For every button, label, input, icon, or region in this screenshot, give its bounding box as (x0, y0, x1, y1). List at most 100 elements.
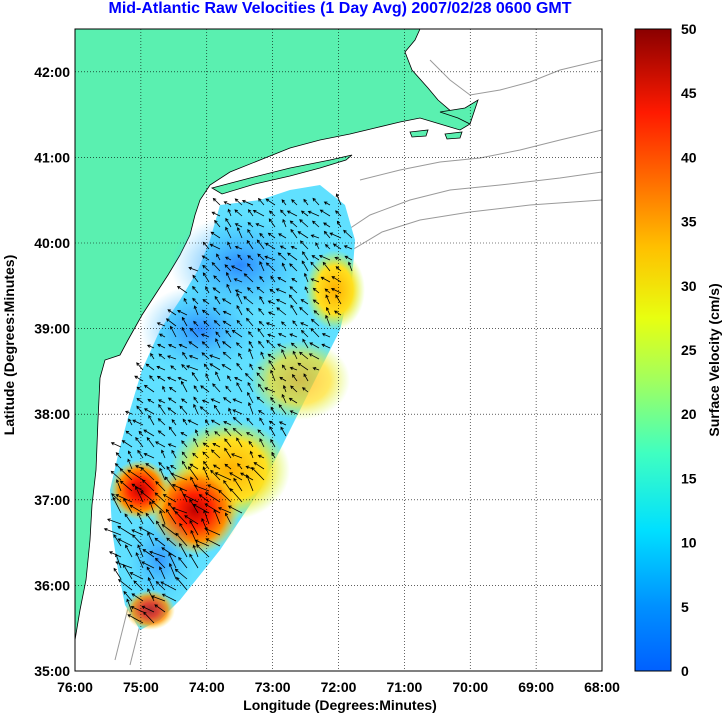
y-tick-label: 42:00 (34, 64, 70, 80)
velocity-arrow (267, 311, 276, 316)
velocity-arrow (319, 209, 331, 217)
velocity-arrow (146, 436, 155, 448)
velocity-arrow (212, 443, 221, 448)
velocity-arrow (148, 414, 155, 426)
velocity-arrow (151, 595, 166, 602)
velocity-arrow (181, 398, 188, 404)
velocity-arrow (302, 251, 309, 261)
velocity-arrow (309, 342, 320, 349)
velocity-arrow (112, 496, 122, 514)
velocity-arrow (233, 477, 243, 492)
velocity-arrow (300, 299, 309, 305)
velocity-arrow (205, 286, 210, 294)
velocity-arrow (310, 234, 320, 239)
x-tick-label: 75:00 (123, 679, 159, 695)
velocity-arrow (174, 568, 188, 580)
velocity-arrow (223, 397, 232, 404)
velocity-arrow (212, 383, 221, 393)
velocity-arrow (193, 385, 199, 393)
velocity-arrow (234, 198, 243, 206)
velocity-arrow (131, 534, 144, 547)
velocity-arrow (171, 483, 188, 492)
y-tick-label: 41:00 (34, 149, 70, 165)
velocity-arrow (176, 285, 188, 294)
velocity-arrow (161, 449, 166, 459)
velocity-arrow (245, 317, 254, 327)
velocity-arrow (204, 527, 221, 536)
velocity-arrow (212, 197, 221, 206)
velocity-arrow (333, 310, 342, 316)
velocity-arrow (252, 209, 265, 217)
velocity-arrow (202, 466, 210, 481)
velocity-arrow (154, 537, 166, 547)
velocity-arrow (248, 440, 254, 448)
velocity-arrow (221, 298, 232, 305)
velocity-arrow (297, 231, 309, 239)
velocity-arrow (202, 299, 210, 305)
velocity-arrow (256, 239, 265, 250)
velocity-arrow (209, 243, 221, 250)
velocity-arrow (222, 320, 232, 327)
velocity-arrow (297, 362, 309, 371)
velocity-arrow (192, 452, 199, 459)
velocity-arrow (320, 276, 331, 283)
velocity-arrow (177, 376, 188, 382)
velocity-arrow (145, 463, 155, 470)
velocity-arrow (189, 553, 199, 569)
velocity-arrow (131, 529, 144, 536)
velocity-arrow (251, 466, 265, 481)
velocity-arrow (222, 351, 232, 360)
velocity-arrow (225, 329, 232, 338)
velocity-arrow (260, 351, 265, 360)
velocity-arrow (168, 552, 177, 569)
velocity-arrow (224, 256, 232, 261)
velocity-arrow (151, 500, 166, 514)
velocity-arrow (290, 228, 298, 239)
velocity-arrow (156, 520, 166, 536)
velocity-arrow (147, 588, 155, 602)
velocity-arrow (247, 263, 254, 272)
velocity-arrow (286, 210, 298, 217)
velocity-arrow (245, 432, 254, 437)
velocity-arrow (186, 365, 199, 371)
colorbar-tick-label: 5 (681, 599, 689, 615)
velocity-arrow (264, 255, 276, 261)
velocity-arrow (154, 604, 166, 613)
velocity-arrow (167, 309, 177, 316)
velocity-arrow (213, 319, 221, 327)
x-tick-label: 69:00 (518, 679, 554, 695)
velocity-arrow (147, 398, 155, 404)
velocity-arrow (124, 513, 133, 525)
velocity-arrow (223, 479, 232, 492)
velocity-arrow (201, 352, 210, 360)
velocity-arrow (227, 208, 232, 217)
velocity-arrow (275, 298, 287, 305)
velocity-arrow (127, 469, 144, 481)
velocity-arrow (210, 398, 221, 404)
velocity-arrow (201, 517, 210, 536)
velocity-arrow (258, 320, 265, 327)
velocity-arrow (176, 576, 188, 591)
x-axis-label: Longitude (Degrees:Minutes) (243, 697, 437, 713)
velocity-arrow (280, 426, 287, 437)
velocity-arrow (123, 497, 133, 514)
velocity-arrow (161, 524, 177, 536)
velocity-arrow (138, 526, 155, 536)
velocity-arrow (299, 351, 309, 360)
velocity-arrow (268, 420, 276, 426)
velocity-arrow (249, 450, 254, 459)
velocity-arrow (184, 515, 199, 525)
velocity-arrow (167, 407, 177, 415)
velocity-arrow (343, 245, 353, 250)
velocity-arrow (282, 384, 287, 393)
velocity-arrow (221, 364, 232, 371)
velocity-arrow (171, 418, 177, 426)
velocity-arrow (181, 440, 188, 448)
velocity-arrow (331, 276, 342, 283)
velocity-arrow (265, 198, 276, 206)
velocity-arrow (216, 253, 221, 261)
y-tick-label: 35:00 (34, 663, 70, 679)
velocity-arrow (231, 329, 243, 338)
velocity-arrow (211, 262, 221, 272)
velocity-arrow (121, 440, 133, 448)
